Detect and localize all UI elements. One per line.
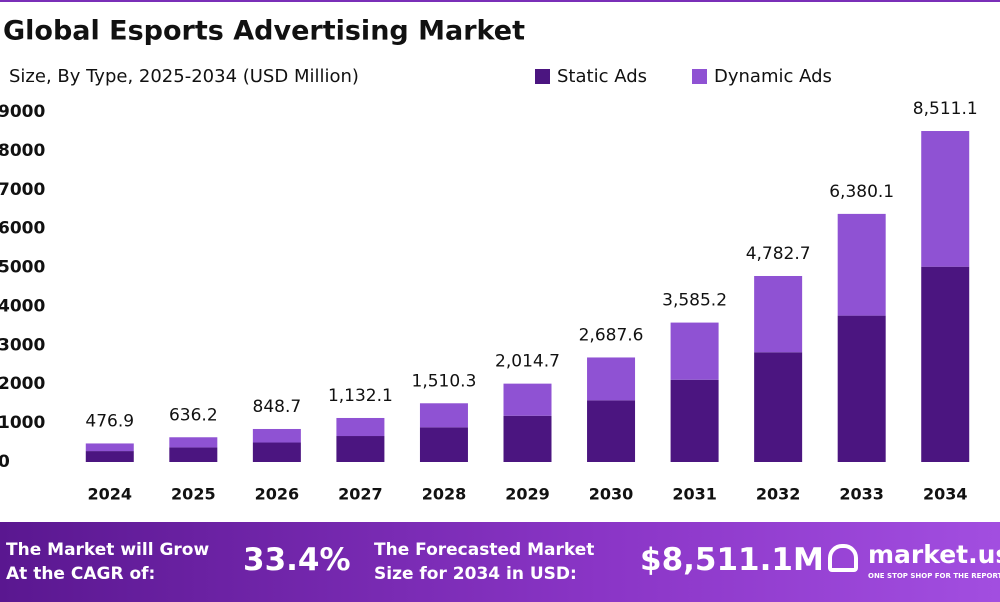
bar-segment [837, 315, 886, 462]
x-tick-label: 2025 [171, 485, 216, 504]
bar-segment [503, 415, 552, 462]
y-tick-label: 1000 [0, 413, 45, 433]
total-label: 636.2 [169, 405, 218, 425]
bar-segment [754, 275, 803, 353]
bar-segment [252, 442, 301, 462]
x-tick-label: 2027 [338, 485, 383, 504]
bar-segment [419, 403, 468, 428]
x-tick-label: 2030 [589, 485, 634, 504]
y-tick-label: 7000 [0, 180, 45, 200]
x-tick-label: 2033 [839, 485, 884, 504]
legend-swatch [535, 69, 550, 84]
text-line: The Market will Grow [6, 540, 210, 560]
x-tick-label: 2026 [255, 485, 300, 504]
y-tick-label: 9000 [0, 102, 45, 122]
bar-segment [169, 437, 218, 448]
bar-segment [921, 131, 970, 267]
total-label: 6,380.1 [829, 182, 894, 202]
y-tick-label: 8000 [0, 141, 45, 161]
x-tick-label: 2032 [756, 485, 801, 504]
bar-segment [336, 417, 385, 437]
chart-title: Global Esports Advertising Market [3, 16, 525, 47]
bar-segment [754, 352, 803, 462]
x-tick-label: 2034 [923, 485, 968, 504]
text-line: At the CAGR of: [6, 564, 156, 584]
footer: The Market will Grow At the CAGR of: 33.4… [0, 522, 1000, 602]
y-tick-label: 3000 [0, 335, 45, 355]
total-label: 8,511.1 [913, 99, 978, 119]
bar-segment [670, 322, 719, 380]
text-line: Size for 2034 in USD: [374, 564, 577, 584]
legend-label: Dynamic Ads [714, 66, 832, 87]
tagline: ONE STOP SHOP FOR THE REPORTS [868, 572, 1000, 580]
total-label: 1,132.1 [328, 386, 393, 406]
bar-segment [837, 213, 886, 316]
cagr-value: 33.4% [243, 542, 351, 578]
total-label: 848.7 [253, 397, 302, 417]
chart: Global Esports Advertising Market Size, … [0, 16, 978, 504]
bar-segment [587, 357, 636, 401]
y-tick-label: 0 [0, 452, 10, 472]
bar-segment [169, 447, 218, 462]
legend-swatch [692, 69, 707, 84]
forecast-text: The Forecasted Market Size for 2034 in US… [374, 538, 594, 586]
x-tick-label: 2031 [672, 485, 717, 504]
bar-segment [921, 266, 970, 462]
bar-segment [85, 451, 134, 462]
forecast-value: $8,511.1M [640, 542, 824, 578]
y-tick-label: 4000 [0, 296, 45, 316]
x-tick-label: 2029 [505, 485, 550, 504]
bar-segment [252, 428, 301, 443]
y-tick-label: 2000 [0, 374, 45, 394]
bar-segment [503, 383, 552, 416]
total-label: 3,585.2 [662, 291, 727, 311]
brand: market.us [868, 540, 1000, 569]
bar-segment [670, 379, 719, 462]
total-label: 2,687.6 [579, 325, 644, 345]
bar-segment [419, 427, 468, 462]
brand-icon [828, 544, 858, 572]
bar-segment [336, 436, 385, 462]
bar-segment [85, 443, 134, 452]
text-line: The Forecasted Market [374, 540, 595, 560]
y-tick-label: 6000 [0, 219, 45, 239]
x-tick-label: 2028 [422, 485, 467, 504]
total-label: 4,782.7 [746, 244, 811, 264]
x-tick-label: 2024 [88, 485, 133, 504]
total-label: 1,510.3 [412, 371, 477, 391]
total-label: 2,014.7 [495, 352, 560, 372]
legend-label: Static Ads [557, 66, 647, 87]
cagr-text: The Market will Grow At the CAGR of: [6, 538, 209, 586]
bar-segment [587, 400, 636, 462]
y-tick-label: 5000 [0, 258, 45, 278]
total-label: 476.9 [85, 411, 134, 431]
chart-subtitle: Size, By Type, 2025-2034 (USD Million) [9, 66, 359, 87]
